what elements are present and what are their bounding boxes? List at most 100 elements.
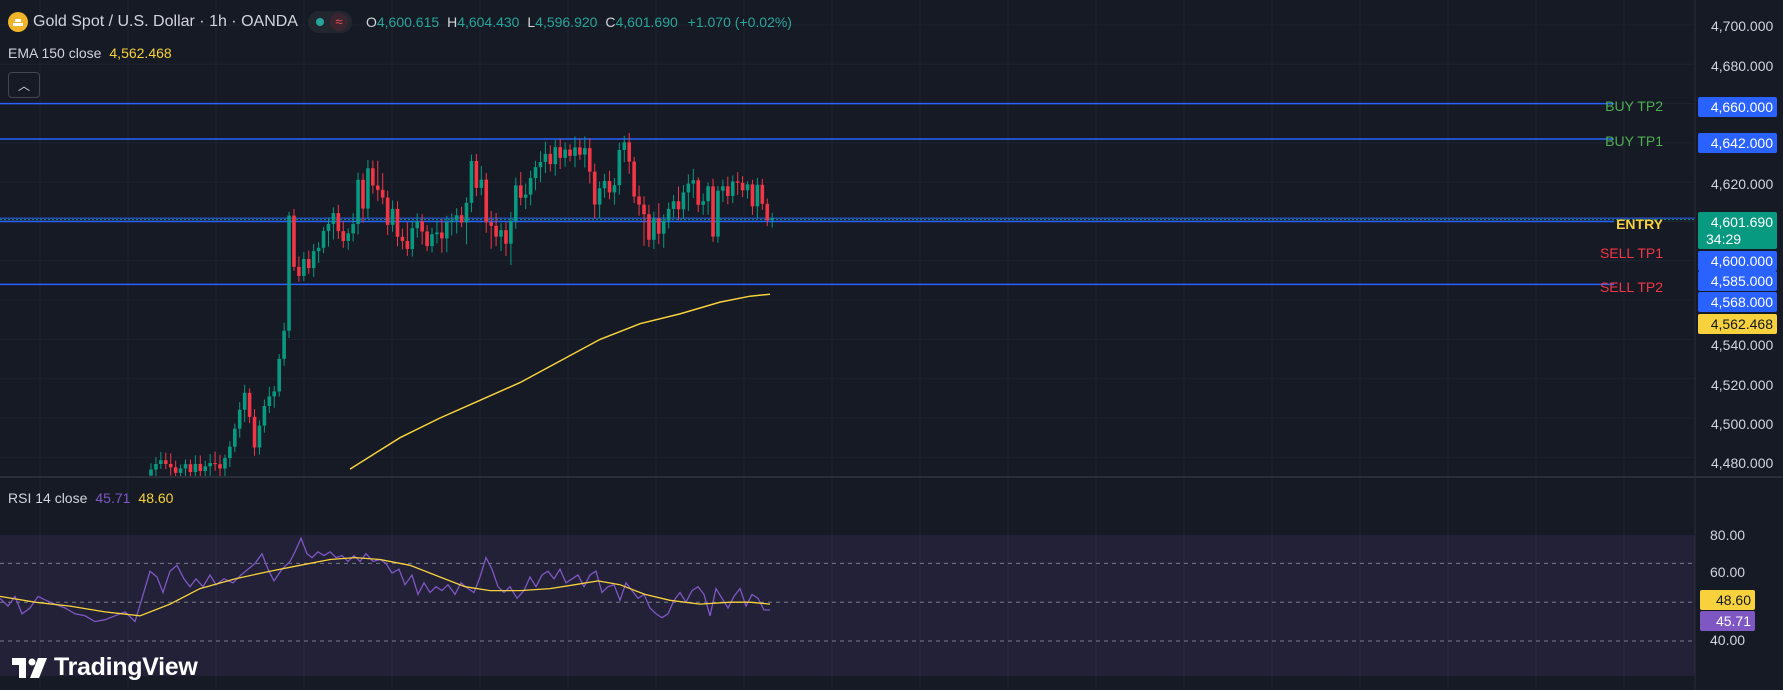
candle-body (430, 234, 434, 247)
candle-body (163, 460, 168, 464)
candle-body (449, 220, 454, 222)
rsi-band-fill (0, 535, 1695, 676)
level-label-entry: ENTRY (1616, 216, 1663, 232)
candle-body (765, 203, 770, 221)
candle-body (380, 189, 385, 198)
candle-body (770, 218, 774, 221)
delay-wave-icon: ≈ (329, 13, 348, 31)
rsi-bands (0, 562, 1695, 642)
candle-body (203, 466, 208, 472)
candle-body (168, 463, 173, 468)
gold-icon[interactable] (8, 12, 28, 32)
price-tag-sell-tp1[interactable]: 4,600.000 (1698, 251, 1777, 271)
candle-body (390, 208, 395, 225)
rsi-tag[interactable]: 45.71 (1700, 611, 1755, 631)
price-tick: 4,480.000 (1711, 455, 1774, 471)
candle-body (183, 464, 188, 469)
candle-body (311, 251, 316, 269)
candle-body (523, 194, 528, 198)
price-tick: 4,500.000 (1711, 416, 1774, 432)
candle-body (218, 464, 222, 469)
market-status-pill[interactable]: ≈ (307, 11, 352, 33)
candle-body (607, 181, 612, 193)
price-tick: 4,620.000 (1711, 176, 1774, 192)
price-tick: 4,680.000 (1711, 58, 1774, 74)
ema-legend[interactable]: EMA 150 close 4,562.468 (8, 45, 172, 61)
tradingview-logo[interactable]: TradingView (12, 653, 198, 682)
rsi-ma-line (0, 556, 771, 617)
candle-body (622, 142, 627, 150)
candle-body (573, 147, 577, 156)
candle-body (632, 161, 636, 197)
level-label-sell-tp2: SELL TP2 (1599, 279, 1663, 295)
candle-body (247, 392, 252, 417)
rsi-ma-tag[interactable]: 48.60 (1700, 590, 1755, 610)
rsi-line (0, 536, 770, 623)
rsi-ma-legend-value: 48.60 (138, 490, 174, 506)
price-tag-extra[interactable]: 4,585.000 (1698, 271, 1777, 291)
candle-body (242, 392, 247, 410)
candle-body (410, 228, 415, 250)
candle-body (538, 161, 543, 168)
candle-body (558, 147, 562, 158)
price-tag-buy-tp2[interactable]: 4,660.000 (1698, 97, 1777, 117)
candle-body (656, 218, 661, 234)
candle-body (533, 167, 538, 179)
ohlc-values: O4,600.615 H4,604.430 L4,596.920 C4,601.… (365, 14, 792, 30)
price-tag-buy-tp1[interactable]: 4,642.000 (1698, 133, 1777, 153)
candle-body (173, 467, 178, 473)
rsi-tick: 60.00 (1710, 564, 1746, 580)
last-price-tag[interactable]: 4,601.690 34:29 (1698, 212, 1777, 249)
candle-body (316, 247, 321, 252)
candle-body (750, 184, 755, 207)
last-price-value: 4,601.690 (1710, 214, 1773, 230)
candle-body (612, 185, 617, 193)
candle-body (435, 232, 439, 235)
candle-body (583, 148, 587, 155)
collapse-legend-button[interactable]: ︿ (8, 72, 40, 98)
candle-body (691, 180, 696, 184)
candle-body (647, 214, 651, 240)
candle-body (509, 220, 513, 244)
candle-body (341, 231, 346, 241)
rsi-tick: 40.00 (1710, 632, 1746, 648)
candle-body (504, 230, 508, 244)
price-tag-ema[interactable]: 4,562.468 (1698, 314, 1777, 334)
candle-body (637, 196, 641, 205)
price-tag-sell-tp2[interactable]: 4,568.000 (1698, 292, 1777, 312)
tradingview-wordmark: TradingView (54, 653, 198, 681)
candle-body (440, 232, 444, 239)
candle-body (617, 149, 622, 186)
candle-body (592, 171, 597, 205)
candle-body (706, 186, 710, 202)
candle-body (489, 222, 493, 226)
candle-body (459, 215, 464, 223)
rsi-legend-label: RSI 14 close (8, 490, 88, 506)
price-tick: 4,520.000 (1711, 377, 1774, 393)
candle-body (701, 201, 705, 205)
symbol-title[interactable]: Gold Spot / U.S. Dollar · 1h · OANDA (33, 13, 298, 30)
candle-body (627, 142, 632, 162)
bar-countdown: 34:29 (1706, 231, 1742, 247)
level-lines (0, 102, 1695, 286)
candle-body (282, 330, 286, 359)
level-label-sell-tp1: SELL TP1 (1599, 245, 1663, 261)
candle-body (494, 225, 498, 237)
candle-body (326, 223, 331, 231)
rsi-legend[interactable]: RSI 14 close 45.71 48.60 (8, 490, 173, 506)
candle-body (297, 266, 301, 276)
candle-body (262, 406, 267, 426)
candle-body (361, 179, 365, 209)
candle-body (681, 192, 686, 210)
candle-body (642, 204, 646, 215)
price-tick: 4,540.000 (1711, 337, 1774, 353)
level-label-buy-tp2: BUY TP2 (1605, 98, 1663, 114)
ema-legend-value: 4,562.468 (109, 45, 172, 61)
candle-body (420, 221, 424, 232)
candle-body (735, 181, 740, 183)
candle-body (548, 153, 553, 165)
candle-body (346, 233, 350, 241)
candle-body (484, 179, 489, 223)
candle-body (676, 201, 681, 210)
